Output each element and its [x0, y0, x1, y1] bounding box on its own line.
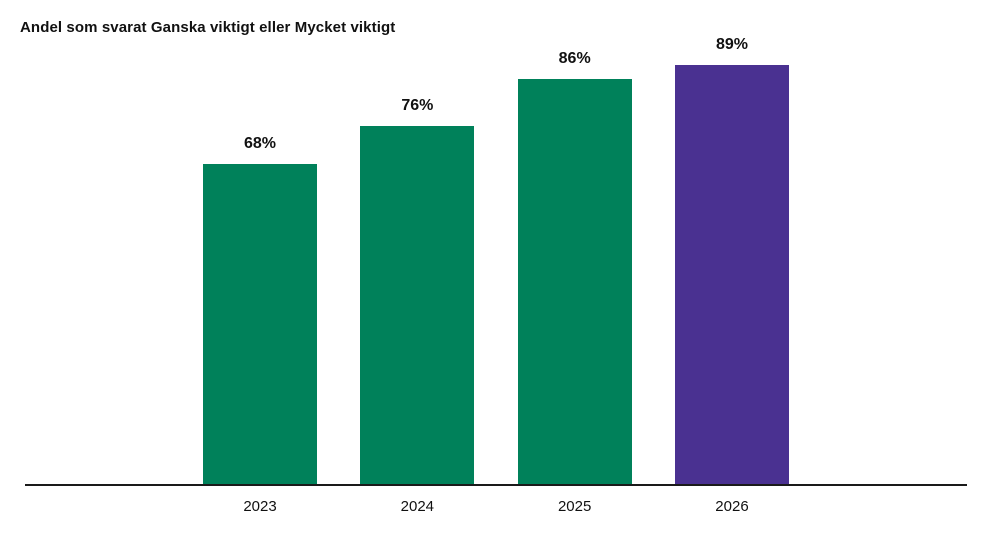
x-tick-label: 2024 — [400, 498, 435, 515]
x-tick-label: 2026 — [715, 498, 749, 515]
bar-value-label: 76% — [401, 96, 434, 114]
bar-column: 76% 2024 — [360, 0, 475, 515]
bar — [360, 126, 475, 485]
x-tick-label: 2025 — [557, 498, 592, 515]
bar-value-label: 86% — [558, 49, 591, 67]
chart-title: Andel som svarat Ganska viktigt eller My… — [20, 19, 396, 36]
bar — [203, 164, 317, 485]
bar-value-label: 89% — [715, 35, 748, 53]
bar-column: 86% 2025 — [517, 0, 632, 515]
bar-column: 89% 2026 — [674, 0, 789, 515]
x-tick-label: 2023 — [243, 498, 277, 515]
bar-value-label: 68% — [243, 134, 277, 152]
bar-column: 68% 2023 — [203, 0, 317, 515]
x-axis-line — [25, 484, 967, 486]
bars-container: 68% 2023 76% 2024 86% 2025 89% 2026 — [203, 0, 789, 515]
bar — [517, 79, 632, 485]
bar — [674, 65, 789, 485]
